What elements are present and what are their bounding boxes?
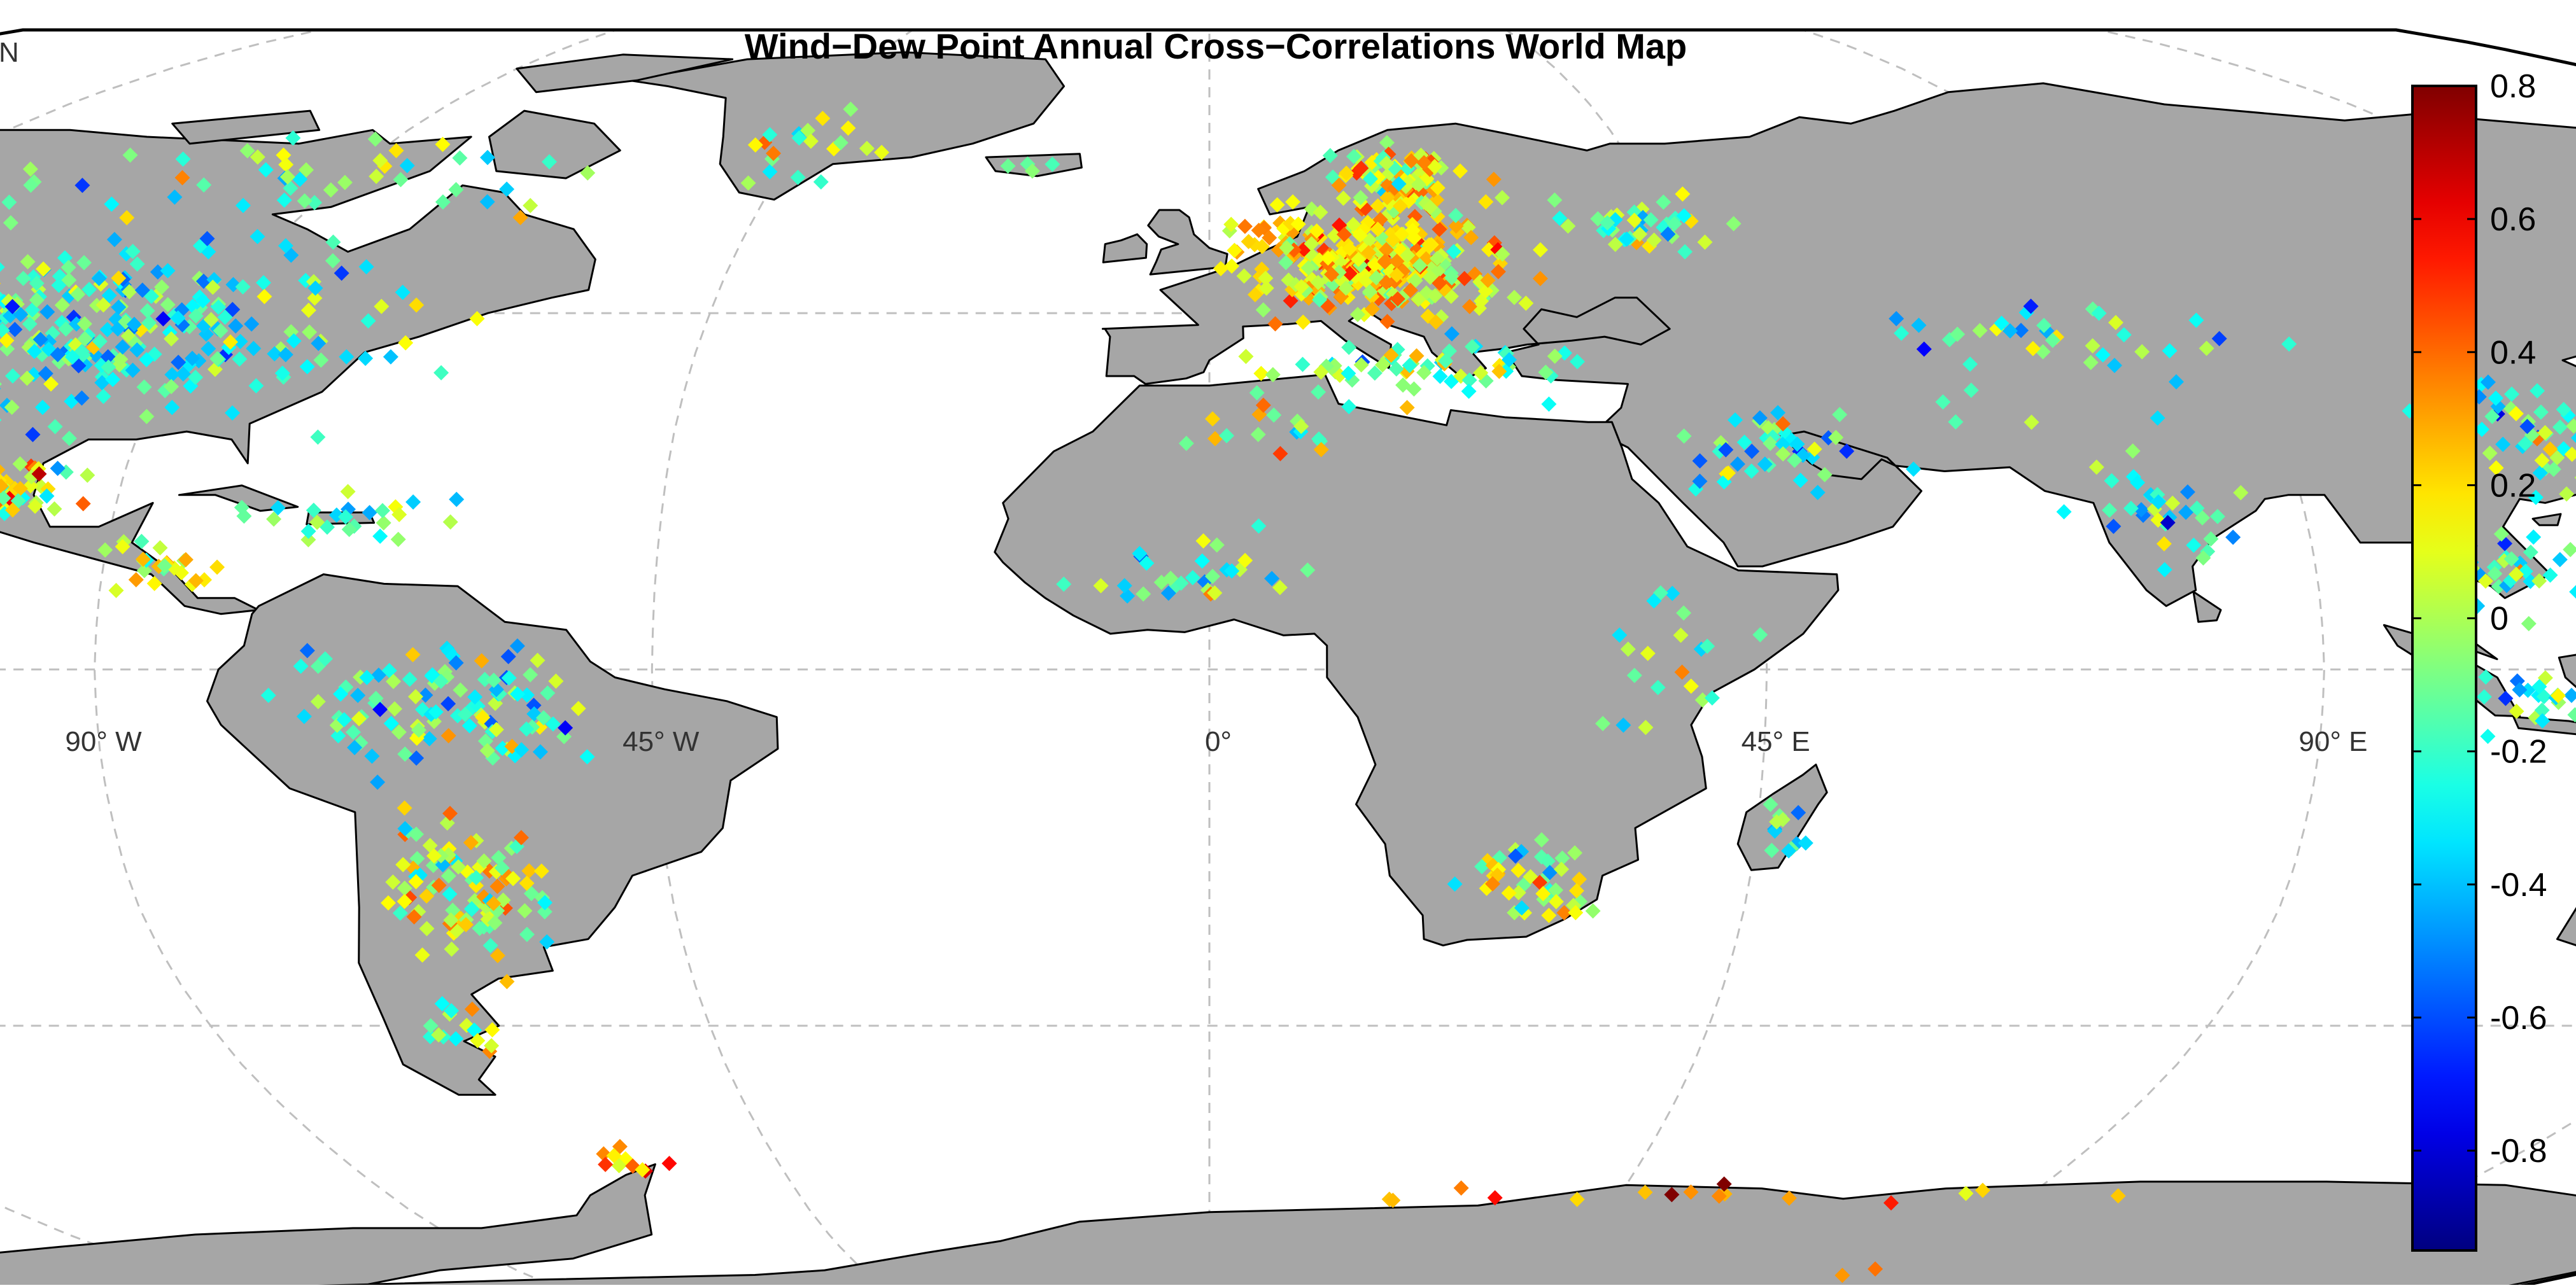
station-marker bbox=[1295, 357, 1311, 372]
station-marker bbox=[153, 540, 168, 556]
station-marker bbox=[341, 484, 356, 500]
station-marker bbox=[2521, 616, 2537, 631]
station-marker bbox=[2569, 584, 2576, 599]
station-marker bbox=[443, 514, 458, 529]
station-marker bbox=[376, 515, 391, 531]
station-marker bbox=[1454, 1180, 1469, 1196]
station-marker bbox=[523, 198, 538, 213]
station-marker bbox=[2526, 529, 2541, 545]
meridian-line bbox=[652, 30, 913, 1285]
lon-label: 45° E bbox=[1742, 726, 1810, 757]
land-australia bbox=[2558, 754, 2576, 979]
station-marker bbox=[433, 365, 449, 381]
lon-label: 90° W bbox=[65, 726, 142, 757]
colorbar-tick-label: 0 bbox=[2490, 601, 2509, 638]
lon-label: 45° W bbox=[623, 726, 700, 757]
station-marker bbox=[813, 174, 829, 190]
colorbar-gradient bbox=[2412, 86, 2476, 1250]
station-marker bbox=[375, 503, 390, 518]
land-arabian-sea-coast-sri-lanka bbox=[2193, 592, 2221, 622]
station-marker bbox=[383, 349, 398, 365]
station-marker bbox=[47, 501, 62, 517]
station-marker bbox=[76, 496, 91, 512]
colorbar-tick-label: -0.2 bbox=[2490, 734, 2547, 771]
station-marker bbox=[2563, 542, 2576, 557]
map-title: Wind−Dew Point Annual Cross−Correlations… bbox=[0, 25, 2432, 67]
land-kamchatka-island-hainan bbox=[2533, 514, 2561, 526]
station-marker bbox=[1400, 400, 1415, 416]
station-marker bbox=[1798, 836, 1813, 851]
colorbar-tick-label: 0.6 bbox=[2490, 201, 2536, 238]
land-ireland bbox=[1103, 234, 1147, 262]
station-marker bbox=[1237, 219, 1253, 234]
station-marker bbox=[109, 583, 124, 598]
station-marker bbox=[391, 532, 406, 547]
station-marker bbox=[209, 559, 225, 575]
station-marker bbox=[2057, 504, 2072, 519]
lon-label: 0° bbox=[1205, 726, 1232, 757]
colorbar-tick-label: -0.4 bbox=[2490, 867, 2547, 904]
station-marker bbox=[662, 1156, 677, 1171]
colorbar-tick-label: 0.2 bbox=[2490, 467, 2536, 504]
station-marker bbox=[449, 492, 464, 507]
land-south-america bbox=[208, 575, 778, 1095]
station-marker bbox=[1541, 396, 1556, 412]
station-marker bbox=[1238, 349, 1253, 364]
station-marker bbox=[2552, 552, 2568, 567]
colorbar-tick-label: -0.8 bbox=[2490, 1133, 2547, 1170]
station-marker bbox=[2564, 688, 2576, 703]
colorbar-tick-label: 0.8 bbox=[2490, 68, 2536, 105]
station-marker bbox=[80, 468, 95, 483]
land-baffin-island bbox=[489, 111, 621, 178]
colorbar-tick-label: -0.6 bbox=[2490, 1000, 2547, 1037]
station-marker bbox=[372, 529, 388, 544]
lon-label: 90° E bbox=[2298, 726, 2367, 757]
station-marker bbox=[405, 494, 421, 510]
land-borneo bbox=[2559, 615, 2576, 701]
station-marker bbox=[310, 430, 325, 445]
station-marker bbox=[2225, 529, 2241, 545]
station-marker bbox=[452, 150, 467, 165]
station-marker bbox=[1461, 384, 1477, 399]
station-marker bbox=[178, 552, 194, 568]
land-antarctica bbox=[0, 1165, 2576, 1285]
land-great-britain bbox=[1148, 210, 1227, 274]
colorbar-tick-label: 0.4 bbox=[2490, 334, 2536, 371]
